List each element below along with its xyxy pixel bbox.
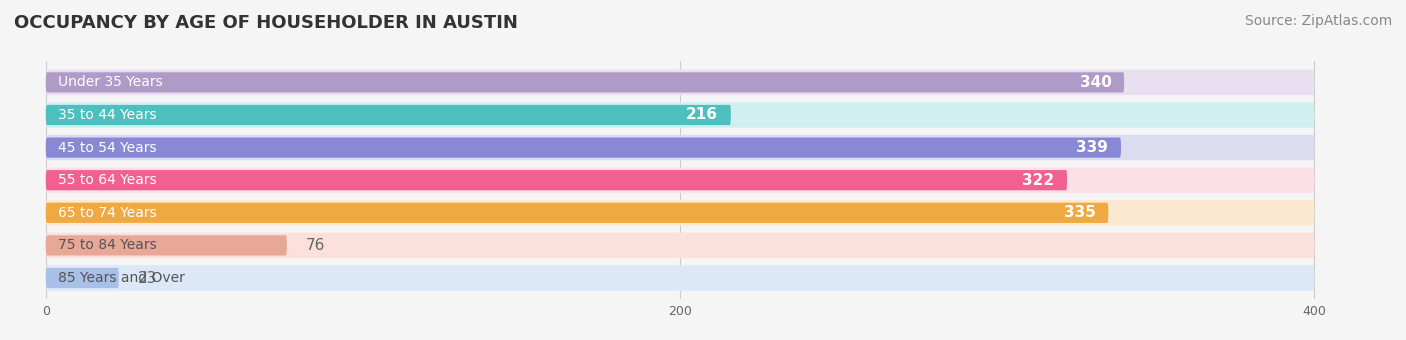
FancyBboxPatch shape	[46, 200, 1315, 225]
FancyBboxPatch shape	[46, 137, 1121, 158]
FancyBboxPatch shape	[46, 265, 1315, 291]
FancyBboxPatch shape	[46, 268, 118, 288]
FancyBboxPatch shape	[46, 70, 1315, 95]
FancyBboxPatch shape	[46, 135, 1315, 160]
Text: 45 to 54 Years: 45 to 54 Years	[59, 141, 157, 155]
Text: 76: 76	[307, 238, 325, 253]
Text: 65 to 74 Years: 65 to 74 Years	[59, 206, 157, 220]
FancyBboxPatch shape	[46, 235, 287, 256]
Text: 85 Years and Over: 85 Years and Over	[59, 271, 186, 285]
Text: OCCUPANCY BY AGE OF HOUSEHOLDER IN AUSTIN: OCCUPANCY BY AGE OF HOUSEHOLDER IN AUSTI…	[14, 14, 517, 32]
Text: 75 to 84 Years: 75 to 84 Years	[59, 238, 157, 252]
Text: 216: 216	[686, 107, 718, 122]
FancyBboxPatch shape	[46, 105, 731, 125]
Text: Under 35 Years: Under 35 Years	[59, 75, 163, 89]
Text: 340: 340	[1080, 75, 1112, 90]
Text: 322: 322	[1022, 173, 1054, 188]
FancyBboxPatch shape	[46, 170, 1067, 190]
Text: 335: 335	[1064, 205, 1095, 220]
Text: 339: 339	[1077, 140, 1108, 155]
Text: 55 to 64 Years: 55 to 64 Years	[59, 173, 157, 187]
Text: 35 to 44 Years: 35 to 44 Years	[59, 108, 157, 122]
Text: Source: ZipAtlas.com: Source: ZipAtlas.com	[1244, 14, 1392, 28]
FancyBboxPatch shape	[46, 102, 1315, 128]
FancyBboxPatch shape	[46, 168, 1315, 193]
FancyBboxPatch shape	[46, 72, 1125, 92]
Text: 23: 23	[138, 271, 157, 286]
FancyBboxPatch shape	[46, 203, 1108, 223]
FancyBboxPatch shape	[46, 233, 1315, 258]
